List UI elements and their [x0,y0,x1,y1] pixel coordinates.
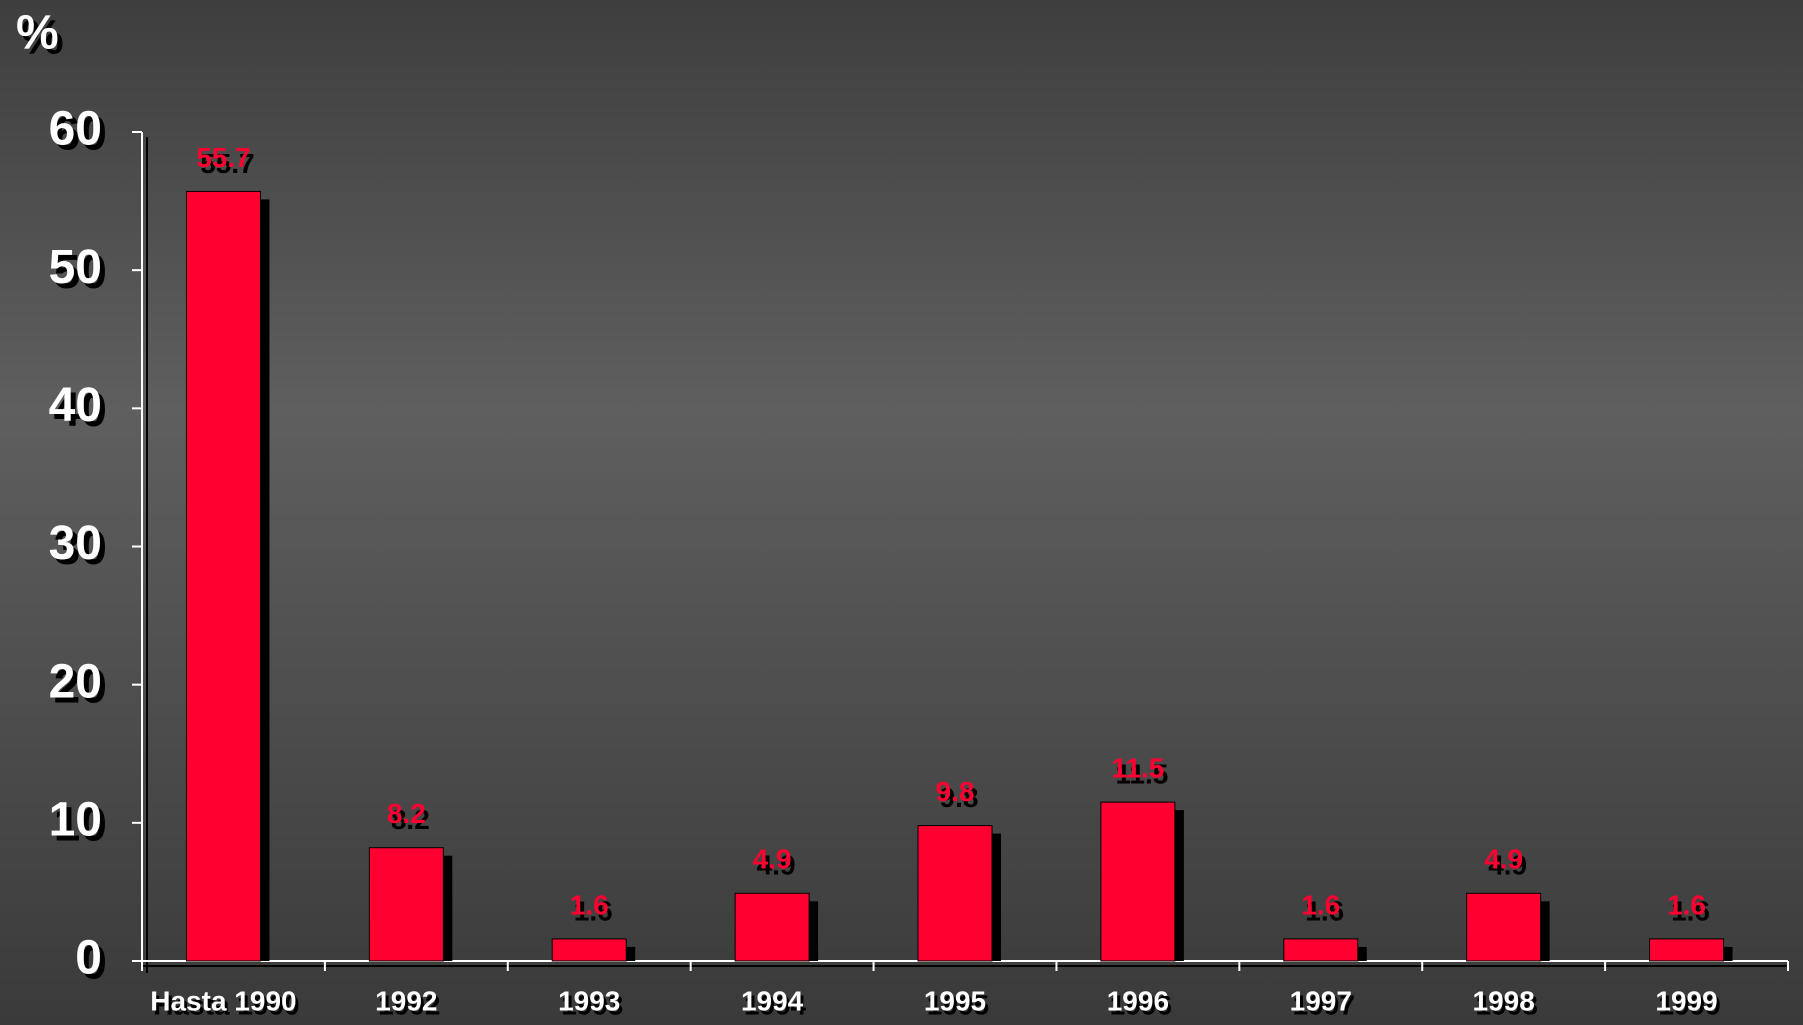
x-tick-label: Hasta 1990 [150,985,296,1016]
bar [1283,938,1359,962]
y-tick-label: 40 [49,379,102,432]
x-tick-label: 1995 [924,985,986,1016]
bar [734,892,810,962]
bar [917,825,993,962]
value-label: 4.9 [1484,844,1523,875]
value-label: 1.6 [570,889,609,920]
bar [368,847,444,962]
value-label: 1.6 [1301,889,1340,920]
x-tick-label: 1992 [375,985,437,1016]
y-tick-label: 10 [49,794,102,847]
x-tick-label: 1994 [741,985,804,1016]
y-tick-label: 0 [75,932,102,985]
value-label: 55.7 [196,142,251,173]
value-label: 1.6 [1667,889,1706,920]
value-label: 4.9 [753,844,792,875]
bar [1100,801,1176,962]
x-tick-label: 1997 [1290,985,1352,1016]
bar [185,190,261,962]
value-label: 9.8 [936,776,975,807]
value-label: 11.5 [1111,752,1164,783]
x-tick-label: 1998 [1473,985,1535,1016]
bar [551,938,627,962]
y-tick-label: 50 [49,241,102,294]
bar [1649,938,1725,962]
x-tick-label: 1993 [558,985,620,1016]
value-label: 8.2 [387,798,426,829]
y-tick-label: 20 [49,655,102,708]
x-tick-label: 1999 [1655,985,1717,1016]
bar [1466,892,1542,962]
y-tick-label: 60 [49,103,102,156]
y-axis-label: % [16,7,59,60]
y-tick-label: 30 [49,517,102,570]
x-tick-label: 1996 [1107,985,1169,1016]
